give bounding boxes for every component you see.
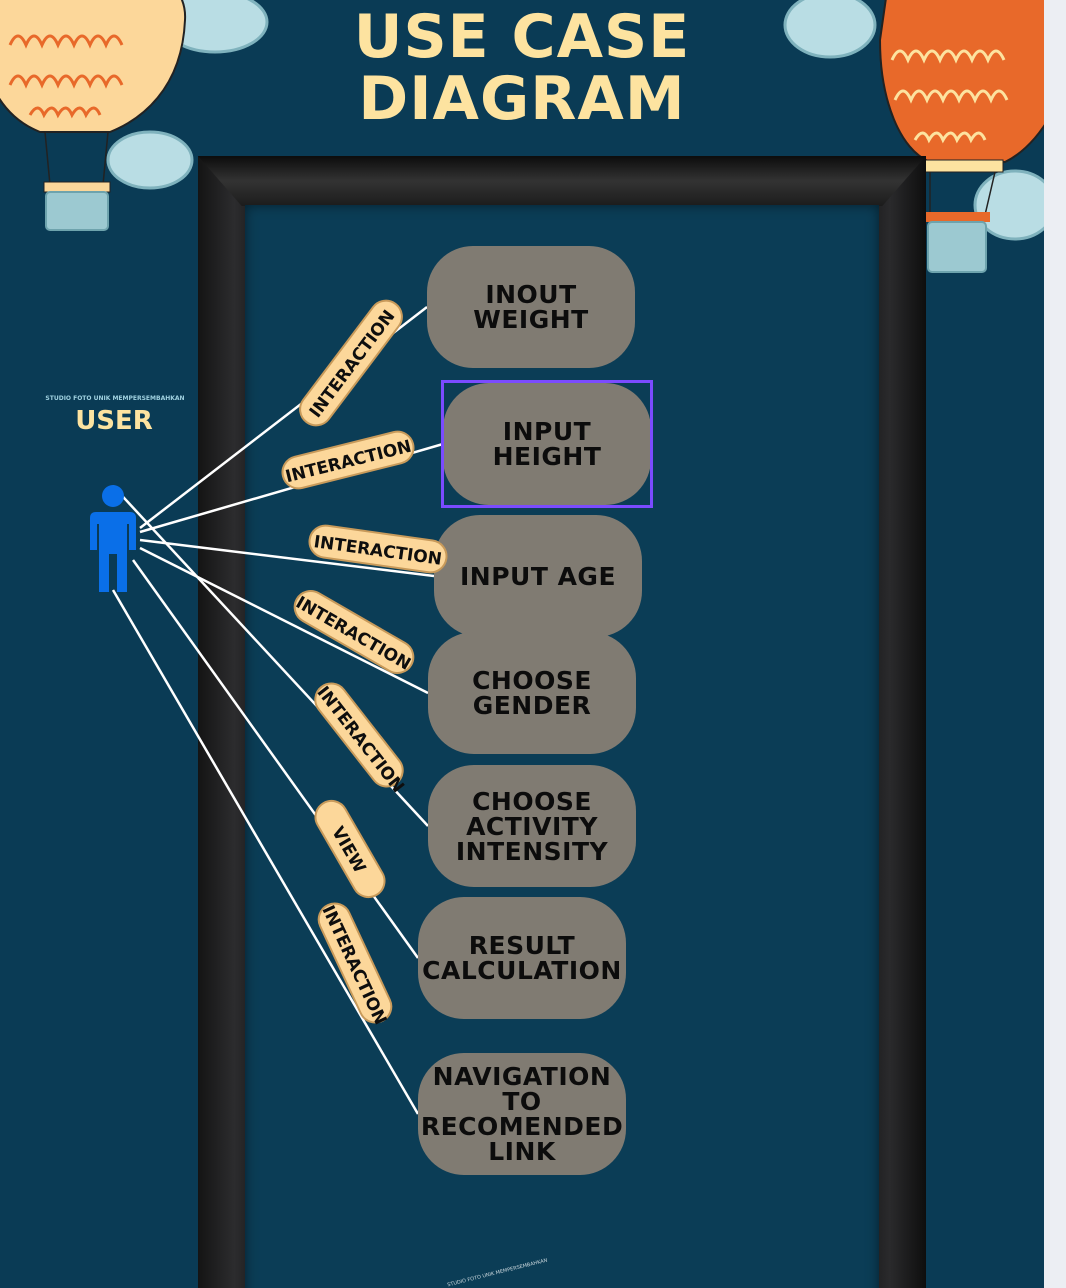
use-case-choose-activity-intensity[interactable]: CHOOSE ACTIVITY INTENSITY <box>428 765 636 887</box>
use-case-input-weight[interactable]: INOUT WEIGHT <box>427 246 635 368</box>
hot-air-balloon-right-icon <box>783 0 1044 273</box>
use-case-label: CHOOSE ACTIVITY INTENSITY <box>455 786 609 866</box>
use-case-label: NAVIGATION TO RECOMENDED LINK <box>420 1062 624 1166</box>
person-icon[interactable] <box>88 484 140 594</box>
use-case-choose-gender[interactable]: CHOOSE GENDER <box>428 632 636 754</box>
diagram-title: USE CASE DIAGRAM <box>322 6 722 130</box>
use-case-navigation-recommended-link[interactable]: NAVIGATION TO RECOMENDED LINK <box>418 1053 626 1175</box>
use-case-input-height[interactable]: INPUT HEIGHT <box>443 383 651 505</box>
use-case-label: INOUT WEIGHT <box>473 280 589 334</box>
association-edge-navigation-recommended-link <box>111 589 420 1115</box>
selection-outline <box>441 380 653 508</box>
use-case-label: INPUT AGE <box>459 561 617 591</box>
diagram-canvas: USE CASE DIAGRAM STUDIO FOTO UNIK MEMPER… <box>0 0 1044 1288</box>
title-line-2: DIAGRAM <box>358 64 686 134</box>
association-edge-input-age <box>139 538 435 578</box>
use-case-label: INPUT HEIGHT <box>492 417 602 471</box>
actor-sublabel: STUDIO FOTO UNIK MEMPERSEMBAHKAN <box>45 395 185 402</box>
scrollbar-track[interactable] <box>1044 0 1066 1288</box>
use-case-input-age[interactable]: INPUT AGE <box>434 515 642 637</box>
use-case-label: CHOOSE GENDER <box>472 666 592 720</box>
use-case-result-calculation[interactable]: RESULT CALCULATION <box>418 897 626 1019</box>
system-boundary-frame-top <box>198 156 926 206</box>
use-case-label: RESULT CALCULATION <box>422 931 622 985</box>
actor-label: USER <box>75 406 153 436</box>
hot-air-balloon-left-icon <box>0 0 269 231</box>
title-line-1: USE CASE <box>353 2 691 72</box>
